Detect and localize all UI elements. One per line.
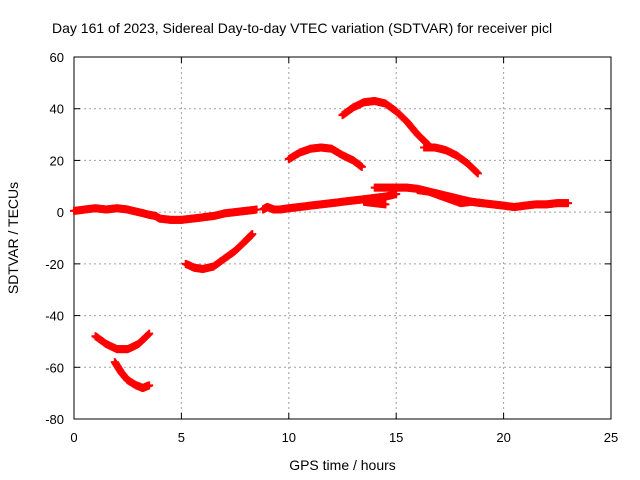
- series-arc-baseline-3: [359, 197, 390, 209]
- grid-lines: [74, 57, 611, 419]
- data-point: [472, 168, 481, 177]
- series-arc-e: [338, 96, 433, 149]
- series-arc-b: [110, 358, 154, 392]
- data-point: [564, 199, 573, 208]
- y-tick-label: -80: [45, 412, 64, 427]
- x-tick-label: 15: [389, 430, 403, 445]
- data-point: [144, 330, 153, 339]
- data-point: [473, 169, 482, 178]
- x-axis-label: GPS time / hours: [289, 457, 396, 473]
- x-tick-label: 25: [604, 430, 618, 445]
- plot-area-frame: [73, 56, 612, 420]
- data-point: [145, 381, 154, 390]
- series-arc-d: [284, 143, 366, 171]
- y-tick-label: 0: [57, 205, 64, 220]
- axis-ticks: 0 5 10 15 20 25 -80 -60 -40 -20 0 20 40 60: [45, 50, 618, 445]
- y-tick-label: -40: [45, 309, 64, 324]
- x-tick-label: 20: [496, 430, 510, 445]
- data-point: [381, 200, 390, 209]
- y-tick-label: -20: [45, 257, 64, 272]
- data-point: [248, 230, 257, 239]
- series-arc-baseline-5: [413, 186, 487, 208]
- data-point: [145, 329, 154, 338]
- y-axis-label: SDTVAR / TECUs: [5, 182, 21, 294]
- series-arc-f: [420, 143, 482, 178]
- x-tick-label: 5: [178, 430, 185, 445]
- y-tick-label: 20: [50, 153, 64, 168]
- data-point: [478, 199, 487, 208]
- series-arc-a: [91, 329, 154, 354]
- chart-title: Day 161 of 2023, Sidereal Day-to-day VTE…: [52, 20, 552, 36]
- series-arc-baseline-4: [370, 183, 573, 211]
- data-point: [357, 162, 366, 171]
- x-tick-label: 10: [282, 430, 296, 445]
- y-tick-label: -60: [45, 360, 64, 375]
- data-series: [70, 96, 573, 392]
- x-tick-label: 0: [70, 430, 77, 445]
- y-tick-label: 60: [50, 50, 64, 65]
- y-tick-label: 40: [50, 102, 64, 117]
- series-arc-c: [181, 230, 257, 274]
- series-arc-baseline-1: [70, 204, 261, 224]
